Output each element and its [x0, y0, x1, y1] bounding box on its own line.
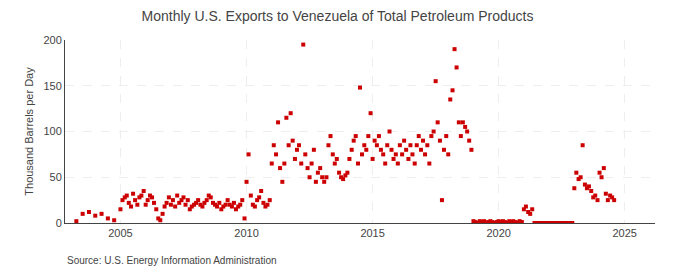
svg-text:2005: 2005	[108, 227, 132, 239]
svg-text:150: 150	[43, 80, 61, 92]
svg-text:2025: 2025	[612, 227, 636, 239]
svg-text:Source: U.S. Energy Informatio: Source: U.S. Energy Information Administ…	[67, 255, 277, 266]
svg-text:2010: 2010	[234, 227, 258, 239]
svg-text:2020: 2020	[486, 227, 510, 239]
svg-text:2015: 2015	[360, 227, 384, 239]
svg-text:0: 0	[56, 217, 62, 229]
svg-text:50: 50	[50, 171, 62, 183]
svg-text:Thousand Barrels per Day: Thousand Barrels per Day	[23, 67, 35, 196]
svg-text:Monthly U.S. Exports to Venezu: Monthly U.S. Exports to Venezuela of Tot…	[142, 8, 534, 24]
svg-text:200: 200	[43, 34, 61, 46]
svg-text:100: 100	[43, 125, 61, 137]
